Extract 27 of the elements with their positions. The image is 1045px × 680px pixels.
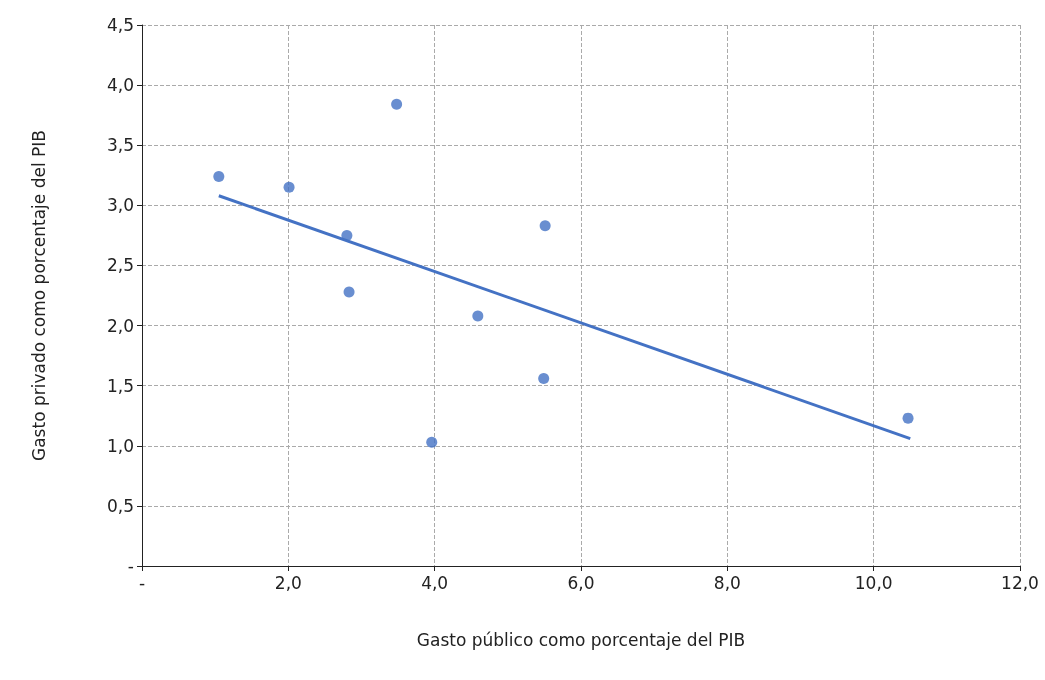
y-axis-title: Gasto privado como porcentaje del PIB	[28, 130, 49, 461]
x-tick-label: 4,0	[421, 572, 449, 593]
x-axis-title: Gasto público como porcentaje del PIB	[416, 629, 746, 650]
point	[343, 286, 355, 298]
x-tick-label: 6,0	[567, 572, 595, 593]
x-tick-label: 2,0	[274, 572, 302, 593]
point	[539, 220, 551, 232]
y-tick-label: 1,5	[106, 375, 134, 396]
y-tick-label: 1,0	[106, 435, 134, 456]
y-tick-label: 4,0	[106, 75, 134, 96]
point	[283, 181, 295, 193]
point	[426, 436, 438, 448]
y-tick-label: 3,5	[106, 135, 134, 156]
y-tick-label: 2,5	[106, 255, 134, 276]
point	[391, 98, 403, 110]
point	[902, 412, 914, 424]
y-tick-label: 4,5	[106, 15, 134, 35]
point	[538, 372, 550, 384]
x-tick-label: 8,0	[713, 572, 741, 593]
point	[213, 170, 225, 182]
x-tick-label: 12,0	[1001, 572, 1039, 593]
y-tick-label: -	[127, 556, 134, 576]
y-tick-label: 3,0	[106, 195, 134, 216]
x-tick-label: 10,0	[854, 572, 893, 593]
y-tick-label: 0,5	[106, 495, 134, 516]
y-tick-label: 2,0	[106, 315, 134, 336]
point	[472, 310, 484, 322]
